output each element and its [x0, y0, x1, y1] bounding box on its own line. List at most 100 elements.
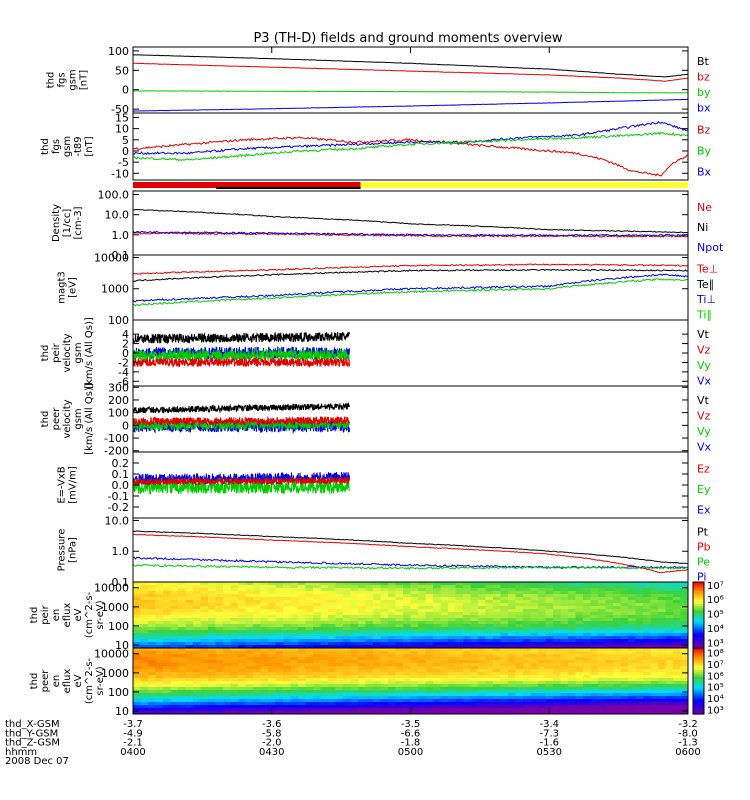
y-axis-label: thd: [29, 607, 40, 624]
y-tick-label: 10.0: [105, 209, 130, 222]
y-axis-label: (cm^2-s-: [84, 657, 95, 704]
y-axis-label: gsm: [73, 408, 84, 429]
legend-entry: Vt: [697, 394, 710, 407]
ephemeris-table: thd_X-GSM -3.7 -3.6 -3.5 -3.4 -3.2 thd_Y-GSM -4…: [5, 719, 701, 767]
legend-entry: Vz: [697, 343, 711, 356]
legend-entry: Vy: [697, 359, 711, 372]
legend-entry: Ne: [697, 201, 712, 214]
legend-entry: Te⊥: [696, 263, 718, 276]
y-tick-label: 0: [122, 347, 129, 360]
y-axis-label: thd: [46, 72, 57, 89]
panel-peir-velocity: 420-2-4-6 thd peir velocity gsm [km/s (All Qs…: [40, 317, 712, 389]
y-axis-label: [nPa]: [68, 537, 79, 563]
y-tick-label: -0.1: [108, 490, 129, 503]
y-tick-label: 1000: [101, 601, 129, 614]
panel-frame: [132, 517, 689, 583]
legend-entry: Ez: [697, 462, 710, 475]
legend-entry: Vy: [697, 425, 711, 438]
series-line: [133, 131, 688, 162]
y-axis-label: thd: [40, 411, 51, 428]
y-axis-label: [nT]: [84, 136, 95, 156]
series-group: [133, 263, 688, 307]
panel-temperature: 10000 1000 100 magt3 [eV] Te⊥ Te∥ Ti⊥ Ti∥: [57, 251, 719, 327]
y-tick-label: -5: [118, 156, 129, 169]
mode-underline: [216, 187, 361, 189]
series-line: [133, 136, 688, 177]
y-axis-label: eV: [73, 674, 84, 687]
y-axis-label: [mV/m]: [68, 466, 79, 504]
series-line: [133, 331, 350, 345]
legend-entry: By: [697, 145, 712, 158]
legend-entry: Ti⊥: [696, 293, 716, 306]
y-axis-label: sr-eV): [95, 666, 106, 695]
legend-entry: Ex: [697, 504, 711, 517]
ephemeris-value: -5.8: [262, 728, 282, 739]
legend-entry: Npot: [697, 241, 724, 254]
y-tick-label: 10000: [94, 582, 129, 595]
ephemeris-value: -6.6: [401, 728, 421, 739]
y-tick-label: 0.1: [112, 576, 130, 589]
y-axis-label: gsm: [62, 136, 73, 157]
y-tick-label: 0.1: [112, 468, 130, 481]
legend-entry: bx: [697, 101, 711, 114]
ephemeris-value: -1.8: [401, 738, 421, 749]
legend-entry: Vz: [697, 409, 711, 422]
series-line: [133, 533, 688, 574]
ephemeris-value: -4.9: [123, 728, 143, 739]
y-tick-label: 1000: [101, 667, 129, 680]
ephemeris-value: 0400: [120, 747, 145, 758]
legend-entry: Pt: [697, 526, 709, 539]
y-axis-label: Density: [51, 204, 62, 242]
ephemeris-row-label: thd_Y-GSM: [5, 728, 58, 739]
y-axis-label: peer: [40, 669, 51, 693]
y-tick-label: -10: [111, 167, 129, 180]
series-group: [133, 331, 350, 369]
y-tick-label: 1.0: [112, 229, 130, 242]
y-axis-label: velocity: [62, 399, 73, 438]
spectrogram-cells: [133, 582, 688, 648]
y-axis-label: gsm: [68, 69, 79, 90]
panel-pressure: 10.0 1.0 0.1 Pressure [nPa] Pt Pb Pe Pi: [57, 514, 711, 589]
y-axis-label: [km/s (All Qs)]: [84, 383, 95, 455]
ephemeris-row-label: thd_Z-GSM: [5, 738, 60, 749]
legend-entry: Pb: [697, 541, 711, 554]
y-tick-label: -200: [104, 445, 129, 458]
legend-entry: Te∥: [696, 278, 714, 291]
y-axis-label: [nT]: [79, 70, 90, 90]
series-group: [133, 54, 688, 112]
y-tick-label: 100: [108, 686, 129, 699]
legend-entry: Bx: [697, 166, 712, 179]
series-line: [133, 54, 688, 78]
series-line: [133, 564, 688, 570]
y-axis-label: magt3: [57, 271, 68, 304]
y-axis-label: [km/s (All Qs)]: [84, 317, 95, 389]
ephemeris-row-label: thd_X-GSM: [5, 719, 60, 730]
colorbar-tick-label: 10⁶: [707, 671, 724, 682]
colorbar-tick-label: 10⁷: [707, 660, 724, 671]
legend-entry: Ni: [697, 221, 708, 234]
y-tick-label: 15: [115, 111, 129, 124]
series-line: [133, 208, 688, 234]
y-axis-label: thd: [40, 345, 51, 362]
series-line: [133, 476, 350, 487]
y-axis-label: E=-VxB: [57, 466, 68, 503]
y-tick-label: 10: [115, 639, 129, 652]
series-group: [133, 208, 688, 238]
y-axis-label: [eV]: [68, 277, 79, 298]
y-tick-label: -50: [111, 103, 129, 116]
legend-entry: Pe: [697, 556, 710, 569]
series-line: [133, 415, 350, 427]
y-tick-label: -2: [118, 356, 129, 369]
y-axis-label: sr-eV): [95, 600, 106, 629]
ephemeris-value: -1.6: [539, 738, 559, 749]
ephemeris-value: 0430: [259, 747, 284, 758]
y-axis-label: fgs: [51, 139, 62, 154]
y-tick-label: 10000: [94, 648, 129, 661]
ephemeris-value: 0500: [398, 747, 423, 758]
colorbar-tick-label: 10⁸: [707, 649, 724, 660]
